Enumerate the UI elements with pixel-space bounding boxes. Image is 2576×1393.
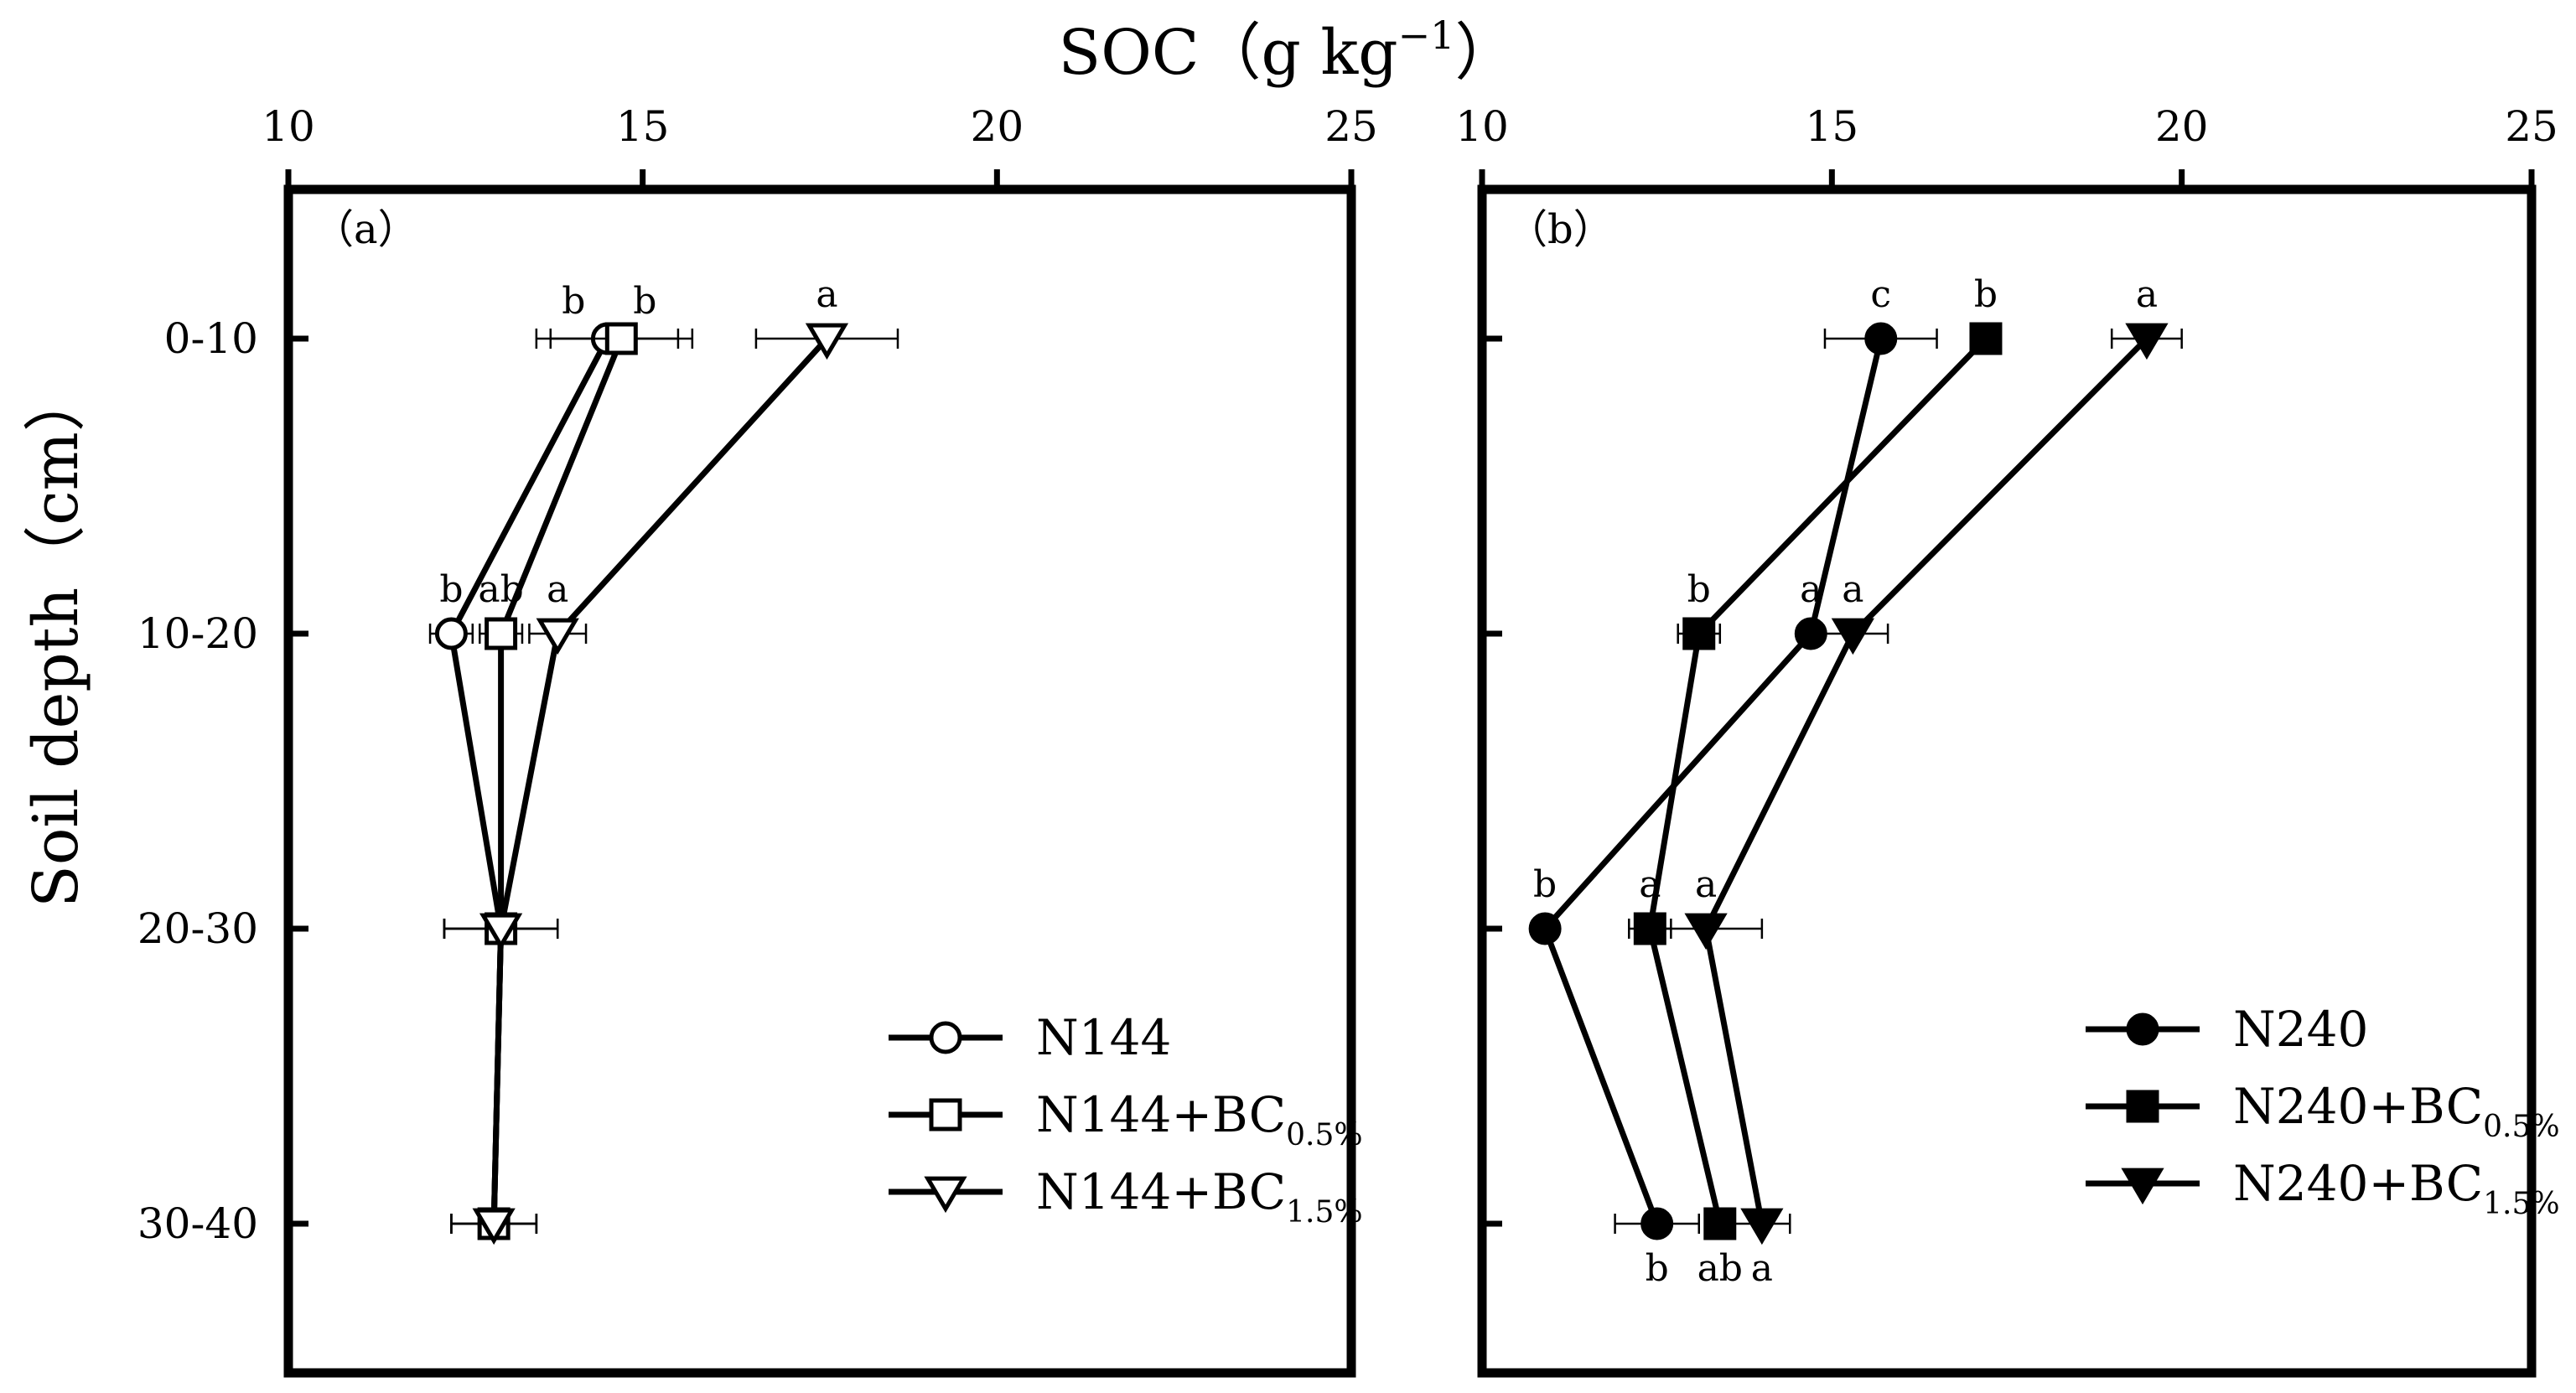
x-tick-label: 25 (1324, 102, 1378, 151)
data-point (1969, 322, 2003, 355)
significance-letter: b (439, 568, 463, 611)
legend-label-main: N144+BC (1036, 1163, 1286, 1220)
series-line (1646, 336, 1988, 1225)
legend-label: N144+BC0.5% (1036, 1086, 1363, 1152)
significance-letter: c (1870, 273, 1891, 316)
x-tick-label: 20 (971, 102, 1024, 151)
significance-letter: b (562, 280, 585, 323)
x-tick-label: 15 (1806, 102, 1859, 151)
legend-label: N144 (1036, 1009, 1171, 1066)
legend-label-subscript: 1.5% (2483, 1187, 2559, 1221)
data-point (485, 617, 518, 650)
significance-letter: ab (478, 568, 523, 611)
data-point (1528, 912, 1562, 945)
legend-marker (924, 1176, 967, 1214)
data-point (2125, 323, 2169, 360)
panel-b: 10 15 20 25（b）cabbbbaabaaaaN240N240+BC0.5%N… (1455, 102, 2560, 1378)
series-line (490, 337, 625, 1225)
y-tick-label: 30-40 (137, 1199, 258, 1248)
x-tick-label: 15 (616, 102, 670, 151)
y-tick-label: 0-10 (164, 314, 258, 363)
plot-frame (283, 184, 1356, 1378)
data-point (1682, 617, 1716, 650)
data-point (1703, 1207, 1737, 1240)
significance-letter: a (1842, 568, 1863, 611)
significance-letter: a (547, 568, 568, 611)
legend-marker (2121, 1168, 2164, 1205)
legend-label: N240 (2233, 1001, 2368, 1058)
legend-marker (929, 1098, 962, 1131)
panel-label: （b） (1507, 206, 1614, 253)
legend-label-main: N144+BC (1036, 1086, 1286, 1143)
x-tick-label: 25 (2505, 102, 2558, 151)
significance-letter: a (2136, 273, 2158, 316)
data-point (472, 1208, 516, 1245)
data-point (1864, 322, 1898, 355)
series-line (1542, 338, 1884, 1225)
data-point (434, 617, 468, 650)
significance-letter: a (1639, 863, 1661, 906)
legend-label: N240+BC0.5% (2233, 1078, 2560, 1144)
data-point (604, 322, 638, 355)
panel-label: （a） (314, 206, 418, 253)
plot-frame (1477, 184, 2537, 1378)
data-point (536, 618, 579, 655)
legend-label-main: N240+BC (2233, 1078, 2483, 1135)
significance-letter: b (1974, 273, 1998, 316)
significance-letter: a (1695, 863, 1717, 906)
legend-marker (929, 1021, 962, 1054)
x-tick-label: 10 (262, 102, 315, 151)
legend-label: N240+BC1.5% (2233, 1155, 2560, 1221)
y-tick-label: 20-30 (137, 904, 258, 953)
legend-label-subscript: 1.5% (1286, 1195, 1362, 1230)
legend-label-main: N144 (1036, 1009, 1171, 1066)
x-axis-title: SOC（g kg−1） (1059, 13, 1517, 89)
x-tick-label: 20 (2155, 102, 2209, 151)
significance-letter: b (633, 280, 656, 323)
legend-marker (2126, 1012, 2159, 1046)
legend-label: N144+BC1.5% (1036, 1163, 1363, 1230)
significance-letter: b (1646, 1247, 1669, 1290)
panel-a: 10 15 20 250-1010-2020-3030-40（a）bbbabaaN14… (137, 102, 1378, 1378)
significance-letter: a (816, 273, 837, 316)
data-point (805, 323, 849, 360)
legend-marker (2126, 1090, 2159, 1123)
y-tick-label: 10-20 (137, 609, 258, 658)
data-point (1684, 913, 1728, 950)
y-axis-title: Soil depth（cm） (20, 370, 92, 908)
data-point (1640, 1207, 1674, 1240)
data-point (479, 913, 523, 950)
data-point (1740, 1208, 1784, 1245)
significance-letter: a (1751, 1247, 1773, 1290)
legend-label-main: N240 (2233, 1001, 2368, 1058)
significance-letter: ab (1697, 1247, 1743, 1290)
legend-label-subscript: 0.5% (1286, 1118, 1362, 1152)
series-line (1703, 336, 2149, 1225)
data-point (1831, 618, 1874, 655)
x-tick-label: 10 (1455, 102, 1509, 151)
legend-label-subscript: 0.5% (2483, 1110, 2559, 1144)
series-line (490, 336, 830, 1225)
significance-letter: a (1800, 568, 1822, 611)
significance-letter: b (1533, 863, 1557, 906)
significance-letter: b (1687, 568, 1711, 611)
legend-label-main: N240+BC (2233, 1155, 2483, 1212)
